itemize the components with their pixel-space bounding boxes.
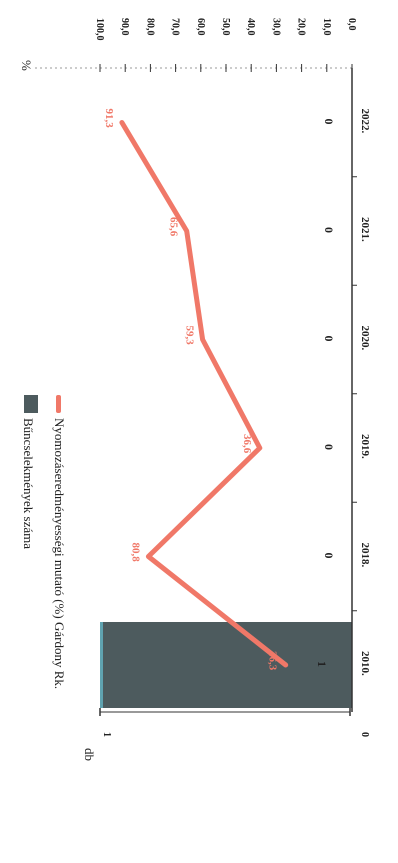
legend-label-line: Nyomozáseredményességi mutató (%) Gárdon… bbox=[52, 418, 67, 689]
percent-tick-label-5: 50,0 bbox=[220, 18, 231, 36]
bar-value-label-2: 0 bbox=[322, 444, 336, 450]
category-label-0: 2010. bbox=[359, 651, 371, 676]
percent-unit-label: % bbox=[19, 60, 34, 71]
percent-tick-label-7: 70,0 bbox=[170, 18, 181, 36]
bar-value-label-5: 0 bbox=[322, 119, 336, 125]
line-value-label-3: 59,3 bbox=[184, 326, 196, 346]
percent-tick-label-6: 60,0 bbox=[195, 18, 206, 36]
percent-tick-label-1: 10,0 bbox=[321, 18, 332, 36]
line-value-labels: 26,3 80,8 36,6 59,3 65,6 91,3 bbox=[103, 109, 279, 671]
percent-tick-label-3: 30,0 bbox=[270, 18, 281, 36]
bar-value-label-0: 1 bbox=[315, 661, 329, 667]
line-value-label-2: 36,6 bbox=[241, 434, 253, 454]
percent-tick-label-9: 90,0 bbox=[119, 18, 130, 36]
bar-value-label-4: 0 bbox=[322, 227, 336, 233]
percent-tick-label-8: 80,0 bbox=[144, 18, 155, 36]
percent-tick-label-2: 20,0 bbox=[296, 18, 307, 36]
bar-group bbox=[100, 622, 352, 708]
category-label-3: 2020. bbox=[359, 326, 371, 351]
category-labels: 2010. 2018. 2019. 2020. 2021. 2022. bbox=[352, 109, 371, 676]
line-series-path bbox=[119, 120, 289, 668]
legend-swatch-line bbox=[56, 395, 61, 413]
category-label-4: 2021. bbox=[359, 217, 371, 242]
category-label-1: 2018. bbox=[359, 543, 371, 568]
db-unit-label: db bbox=[82, 748, 97, 761]
bar-value-label-3: 0 bbox=[322, 336, 336, 342]
line-value-label-1: 80,8 bbox=[129, 543, 141, 563]
category-label-2: 2019. bbox=[359, 434, 371, 459]
legend-swatch-bar bbox=[24, 395, 38, 413]
percent-tick-label-4: 40,0 bbox=[245, 18, 256, 36]
percent-tick-label-10: 100,0 bbox=[94, 18, 105, 41]
bar-value-label-1: 0 bbox=[322, 553, 336, 559]
line-value-label-5: 91,3 bbox=[103, 109, 115, 129]
bar-edge-0 bbox=[100, 622, 103, 708]
percent-tick-label-0: 0,0 bbox=[346, 18, 357, 31]
category-label-5: 2022. bbox=[359, 109, 371, 134]
percent-ticks: 0,0 10,0 20,0 30,0 40,0 50,0 60,0 70,0 80,0 90,0 1… bbox=[94, 18, 357, 72]
bar-value-labels: 1 0 0 0 0 0 bbox=[315, 119, 336, 668]
legend-label-bar: Bűncselekmények száma bbox=[21, 418, 36, 549]
db-tick-1: 1 bbox=[101, 732, 112, 737]
bar-0 bbox=[100, 622, 352, 708]
line-value-label-0: 26,3 bbox=[267, 651, 279, 671]
db-tick-0: 0 bbox=[359, 732, 370, 737]
line-value-label-4: 65,6 bbox=[168, 217, 180, 237]
